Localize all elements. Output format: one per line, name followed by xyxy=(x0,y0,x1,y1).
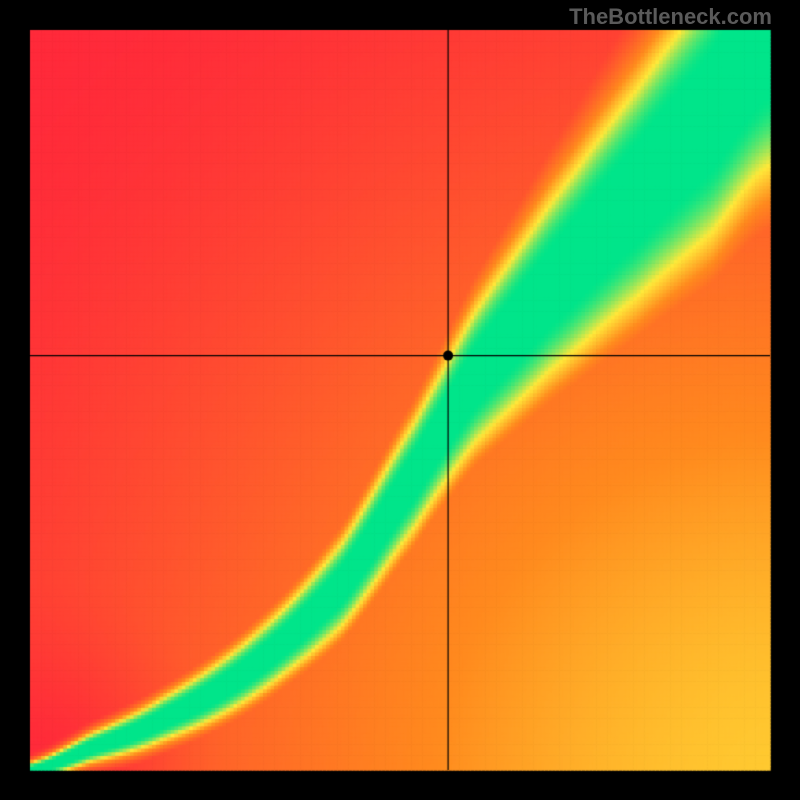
heatmap-canvas xyxy=(0,0,800,800)
watermark-label: TheBottleneck.com xyxy=(569,4,772,30)
chart-container: TheBottleneck.com xyxy=(0,0,800,800)
